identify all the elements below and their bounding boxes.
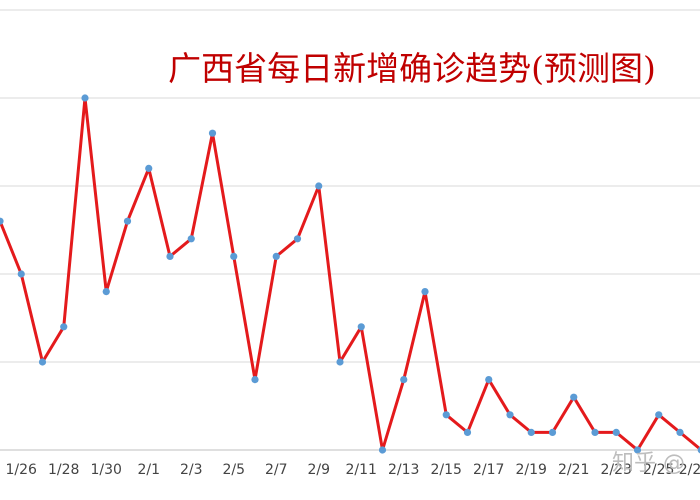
x-tick-label: 1/26 (6, 462, 38, 478)
data-point (293, 235, 302, 243)
data-point (60, 323, 68, 331)
data-point (17, 270, 25, 278)
series-line (0, 96, 700, 452)
x-tick-labels: 1/26 1/28 1/30 2/1 2/3 2/5 2/7 2/9 2/11 2/13 2/15 2… (6, 462, 700, 478)
x-tick-label: 2/7 (265, 462, 288, 478)
data-point (400, 376, 408, 384)
data-point (506, 411, 514, 419)
data-point (166, 252, 174, 260)
data-point (81, 94, 89, 102)
x-tick-label: 2/11 (346, 462, 377, 478)
x-tick-label: 2/5 (222, 462, 245, 478)
data-point (463, 428, 472, 436)
data-point (336, 358, 344, 366)
data-point (187, 235, 195, 243)
data-point (38, 358, 47, 366)
data-point (442, 411, 450, 419)
data-point (697, 446, 700, 454)
data-point (548, 428, 557, 436)
x-tick-label: 2/13 (388, 462, 419, 478)
data-point (315, 182, 323, 190)
data-point (272, 252, 280, 260)
x-tick-label: 2/1 (137, 462, 160, 478)
data-points (0, 94, 700, 454)
x-tick-label: 2/2 (679, 462, 700, 478)
data-point (570, 393, 578, 401)
data-point (102, 288, 110, 296)
data-point (208, 129, 217, 137)
x-tick-label: 1/30 (91, 462, 122, 478)
data-point (251, 376, 259, 384)
chart-title: 广西省每日新增确诊趋势(预测图) (168, 49, 656, 88)
x-tick-label: 2/3 (180, 462, 203, 478)
x-tick-label: 2/9 (307, 462, 330, 478)
data-point (655, 411, 663, 419)
data-point (0, 217, 4, 225)
data-point (421, 288, 429, 296)
x-tick-label: 2/17 (473, 462, 504, 478)
data-point (230, 252, 238, 260)
data-point (527, 428, 535, 436)
data-point (485, 376, 493, 384)
x-tick-label: 2/19 (516, 462, 547, 478)
gridlines (0, 9, 700, 363)
x-tick-label: 1/28 (48, 462, 79, 478)
data-point (123, 217, 132, 225)
data-point (612, 428, 620, 436)
data-point (633, 446, 642, 454)
data-point (591, 428, 599, 436)
watermark: 知乎 @ (612, 451, 685, 476)
x-tick-label: 2/15 (431, 462, 462, 478)
data-point (145, 164, 153, 172)
data-point (357, 323, 365, 331)
data-point (676, 428, 684, 436)
x-tick-label: 2/23 (601, 462, 632, 478)
data-point (378, 446, 387, 454)
x-tick-label: 2/25 (643, 462, 674, 478)
x-tick-label: 2/21 (558, 462, 589, 478)
